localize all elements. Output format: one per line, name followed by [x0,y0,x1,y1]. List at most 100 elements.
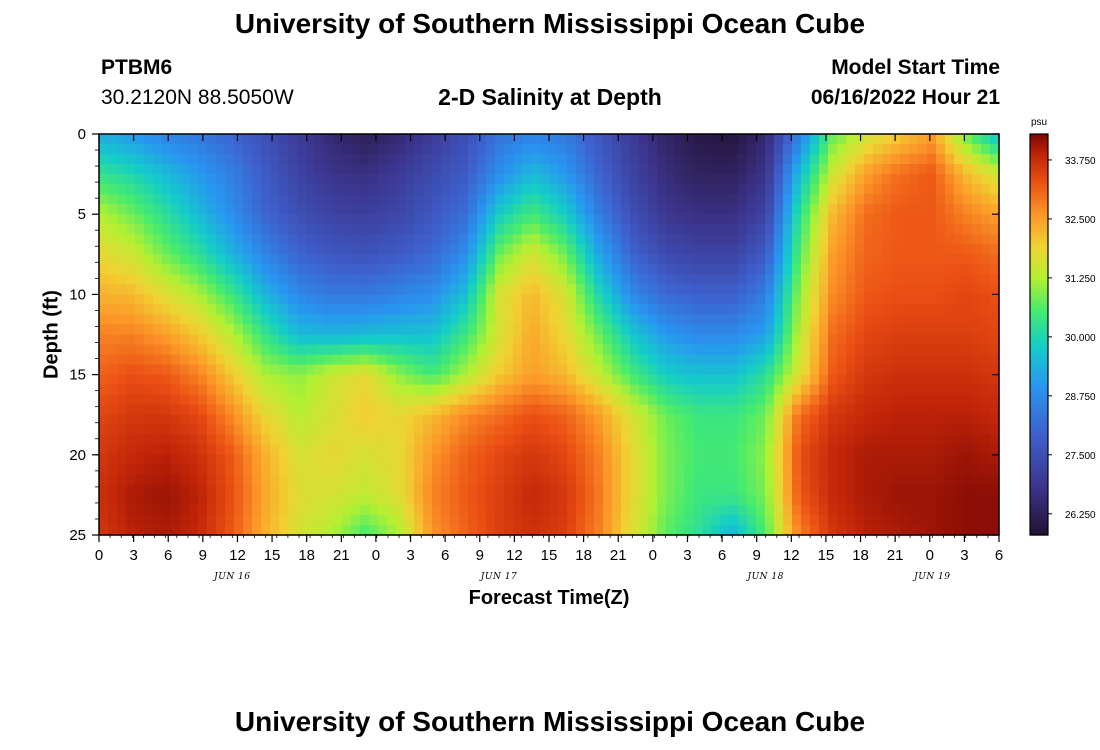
heatmap-cell [576,384,586,396]
heatmap-cell [108,244,118,255]
heatmap-cell [207,134,217,145]
heatmap-cell [630,444,640,456]
heatmap-cell [927,514,937,526]
colorbar-segment [1030,384,1048,388]
heatmap-cell [342,434,352,446]
heatmap-cell [612,294,622,306]
heatmap-cell [918,254,928,265]
heatmap-cell [162,464,172,476]
heatmap-cell [702,484,712,496]
heatmap-cell [288,474,298,486]
heatmap-cell [567,344,577,356]
heatmap-cell [522,244,532,255]
heatmap-cell [549,154,559,165]
heatmap-cell [288,394,298,406]
colorbar-tick-label: 30.000 [1065,333,1096,344]
heatmap-cell [981,524,991,536]
heatmap-cell [990,514,1000,526]
heatmap-cell [261,514,271,526]
heatmap-cell [891,304,901,316]
heatmap-cell [351,364,361,376]
heatmap-cell [207,274,217,285]
heatmap-cell [198,234,208,245]
heatmap-cell [594,144,604,155]
heatmap-cell [504,484,514,496]
heatmap-cell [360,314,370,326]
heatmap-cell [171,434,181,446]
heatmap-cell [774,134,784,145]
heatmap-cell [792,214,802,225]
heatmap-cell [612,414,622,426]
heatmap-cell [891,244,901,255]
heatmap-cell [135,154,145,165]
heatmap-cell [567,254,577,265]
heatmap-cell [576,224,586,235]
heatmap-cell [216,164,226,175]
heatmap-cell [198,324,208,336]
heatmap-cell [963,304,973,316]
heatmap-cell [396,264,406,275]
heatmap-cell [495,174,505,185]
heatmap-cell [585,304,595,316]
colorbar-segment [1030,527,1048,531]
heatmap-cell [414,294,424,306]
heatmap-cell [486,164,496,175]
heatmap-cell [954,164,964,175]
heatmap-cell [198,394,208,406]
heatmap-cell [621,404,631,416]
heatmap-cell [828,174,838,185]
colorbar-segment [1030,374,1048,378]
heatmap-cell [567,414,577,426]
heatmap-cell [324,204,334,215]
heatmap-cell [990,294,1000,306]
heatmap-cell [171,324,181,336]
heatmap-cell [387,154,397,165]
heatmap-cell [207,464,217,476]
heatmap-cell [576,174,586,185]
heatmap-cell [711,204,721,215]
heatmap-cell [252,284,262,296]
heatmap-cell [99,344,109,356]
heatmap-cell [99,364,109,376]
colorbar-segment [1030,206,1048,210]
heatmap-cell [819,234,829,245]
heatmap-cell [315,404,325,416]
heatmap-cell [198,174,208,185]
heatmap-cell [873,334,883,346]
heatmap-cell [441,464,451,476]
heatmap-cell [522,304,532,316]
heatmap-cell [963,494,973,506]
heatmap-cell [180,264,190,275]
heatmap-cell [333,394,343,406]
heatmap-cell [981,384,991,396]
heatmap-cell [522,324,532,336]
heatmap-cell [351,504,361,516]
heatmap-cell [441,294,451,306]
heatmap-cell [468,334,478,346]
heatmap-cell [270,274,280,285]
heatmap-cell [279,294,289,306]
heatmap-cell [513,214,523,225]
heatmap-cell [720,224,730,235]
heatmap-cell [252,244,262,255]
heatmap-cell [504,204,514,215]
heatmap-cell [567,214,577,225]
colorbar-segment [1030,347,1048,351]
heatmap-cell [135,514,145,526]
heatmap-cell [675,394,685,406]
heatmap-cell [783,144,793,155]
heatmap-cell [945,154,955,165]
heatmap-cell [243,384,253,396]
heatmap-cell [612,364,622,376]
heatmap-cell [504,354,514,366]
heatmap-cell [414,284,424,296]
heatmap-cell [783,414,793,426]
heatmap-cell [270,354,280,366]
heatmap-cell [144,324,154,336]
heatmap-cell [252,344,262,356]
heatmap-cell [234,374,244,386]
heatmap-cell [351,434,361,446]
heatmap-cell [963,364,973,376]
colorbar-segment [1030,367,1048,371]
heatmap-cell [630,174,640,185]
